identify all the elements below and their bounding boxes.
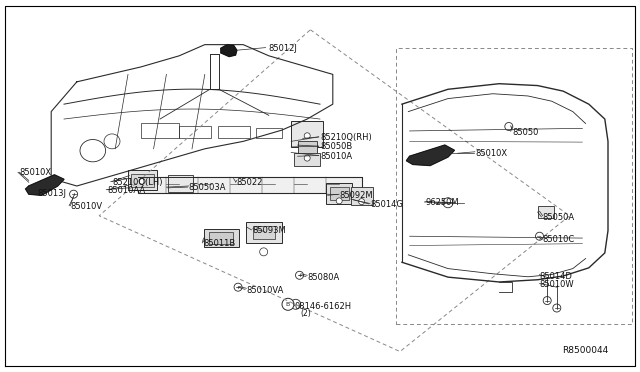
Bar [298, 141, 317, 154]
Circle shape [234, 283, 242, 291]
Circle shape [260, 248, 268, 256]
Text: 85210Q(RH): 85210Q(RH) [320, 133, 372, 142]
Text: 85080A: 85080A [307, 273, 339, 282]
Bar [538, 206, 554, 218]
Text: 08146-6162H: 08146-6162H [294, 302, 351, 311]
Text: 850503A: 850503A [189, 183, 227, 192]
Text: 85010AA: 85010AA [108, 186, 146, 195]
Text: 85050B: 85050B [320, 142, 352, 151]
Circle shape [70, 190, 77, 198]
Circle shape [282, 298, 294, 310]
Text: 85210Q(LH): 85210Q(LH) [112, 178, 163, 187]
Polygon shape [406, 145, 454, 166]
FancyBboxPatch shape [246, 222, 282, 243]
Circle shape [358, 199, 365, 205]
Bar [351, 187, 373, 205]
Text: 85010X: 85010X [19, 169, 51, 177]
Circle shape [553, 304, 561, 312]
Circle shape [296, 271, 303, 279]
Bar [256, 128, 282, 138]
Bar [294, 153, 320, 166]
Bar [179, 126, 211, 138]
Text: 85010A: 85010A [320, 152, 352, 161]
Circle shape [291, 299, 301, 309]
Text: 85010VA: 85010VA [246, 286, 284, 295]
Bar [138, 177, 362, 193]
Text: 85022: 85022 [237, 178, 263, 187]
Text: 85010V: 85010V [70, 202, 102, 211]
Bar [209, 232, 233, 244]
Bar [168, 175, 193, 192]
Polygon shape [26, 175, 64, 195]
Text: B: B [286, 302, 290, 307]
Text: 85013J: 85013J [37, 189, 66, 198]
Circle shape [139, 178, 145, 184]
Bar [330, 187, 349, 200]
Circle shape [336, 198, 342, 204]
Circle shape [543, 296, 551, 305]
Circle shape [304, 155, 310, 161]
Text: 85010C: 85010C [543, 235, 575, 244]
Text: (2): (2) [301, 309, 312, 318]
Circle shape [505, 122, 513, 131]
Bar [253, 226, 275, 239]
Text: 85011B: 85011B [204, 239, 236, 248]
Text: 85010W: 85010W [540, 280, 574, 289]
Bar [131, 174, 154, 187]
Polygon shape [221, 45, 237, 57]
Bar [291, 121, 323, 147]
Text: 85092M: 85092M [339, 191, 373, 200]
Circle shape [536, 232, 543, 240]
FancyBboxPatch shape [204, 229, 239, 247]
Bar [128, 170, 157, 190]
Text: 85014G: 85014G [370, 200, 403, 209]
Text: R8500044: R8500044 [562, 346, 608, 355]
Text: 85012J: 85012J [269, 44, 298, 53]
Text: 85010X: 85010X [475, 149, 507, 158]
Text: 85050A: 85050A [543, 213, 575, 222]
Text: 85014D: 85014D [540, 272, 572, 280]
Circle shape [443, 198, 453, 208]
Text: 85093M: 85093M [253, 226, 287, 235]
Bar [326, 183, 352, 204]
Text: 96250M: 96250M [426, 198, 460, 207]
Text: 85050: 85050 [512, 128, 538, 137]
Bar [141, 123, 179, 138]
Circle shape [304, 133, 310, 139]
Bar [218, 126, 250, 138]
